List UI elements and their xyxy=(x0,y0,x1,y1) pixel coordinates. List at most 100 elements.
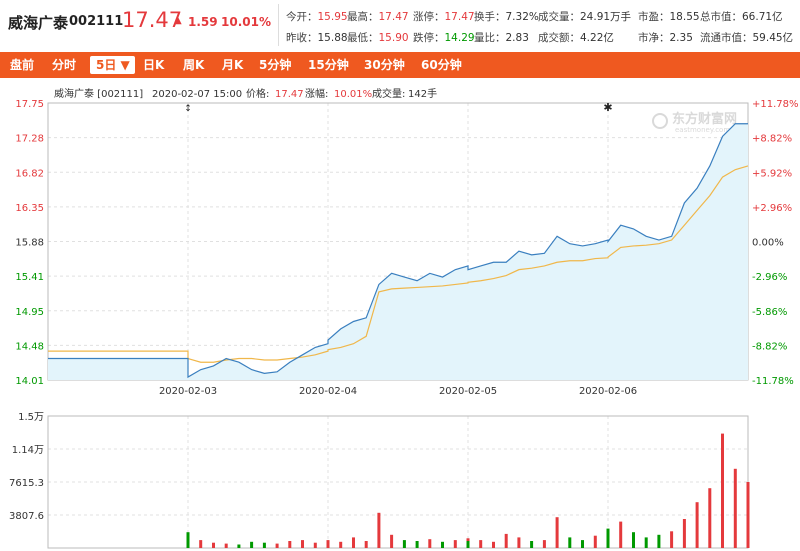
volume-bar xyxy=(479,540,483,548)
tab-30min[interactable]: 30分钟 xyxy=(364,58,405,72)
quote-pb: 市净：2.35 xyxy=(638,32,693,44)
info-pct: 10.01% xyxy=(334,89,372,100)
volume-bar xyxy=(339,541,343,548)
y-tick-left: 14.48 xyxy=(15,341,44,352)
tab-monthly-k[interactable]: 月K xyxy=(222,58,244,72)
x-tick: 2020-02-06 xyxy=(579,386,637,397)
volume-bar xyxy=(402,540,406,548)
volume-bar xyxy=(530,541,534,548)
volume-bar xyxy=(606,528,610,548)
info-stock: 威海广泰 [002111] xyxy=(54,87,143,100)
stock-price: 17.47 xyxy=(122,8,183,32)
tab-daily-k[interactable]: 日K xyxy=(143,58,165,72)
quote-amount: 成交额：4.22亿 xyxy=(538,32,614,44)
volume-bar xyxy=(237,544,241,548)
tab-intraday[interactable]: 分时 xyxy=(52,58,77,72)
y-tick-right: +2.96% xyxy=(752,203,792,214)
y-tick-right: -11.78% xyxy=(752,376,794,387)
x-tick: 2020-02-04 xyxy=(299,386,357,397)
volume-bar xyxy=(212,542,215,548)
volume-bar xyxy=(733,468,737,548)
price-chart[interactable]: 威海广泰 [002111] 2020-02-07 15:00 价格: 17.47… xyxy=(0,85,800,400)
quote-volume: 成交量：24.91万手 xyxy=(538,11,632,23)
watermark-en: eastmoney.com xyxy=(675,126,730,134)
tab-15min[interactable]: 15分钟 xyxy=(308,58,349,72)
eastmoney-logo-icon xyxy=(652,113,668,129)
volume-bar xyxy=(746,482,750,548)
volume-bar xyxy=(721,433,724,548)
info-vol-label: 成交量: xyxy=(372,87,405,100)
stock-change: 1.59 xyxy=(188,15,218,29)
avg-price-line xyxy=(48,165,749,363)
y-tick-right: -5.86% xyxy=(752,307,787,318)
y-tick-left: 15.88 xyxy=(15,238,44,249)
y-tick-right: +11.78% xyxy=(752,99,799,110)
volume-bar xyxy=(466,541,470,548)
tab-five-day-label: 5日 xyxy=(96,58,117,72)
quote-high: 最高：17.47 xyxy=(347,11,409,23)
quote-market-cap: 总市值：66.71亿 xyxy=(700,11,783,23)
chart-info-line: 威海广泰 [002111] 2020-02-07 15:00 价格: 17.47… xyxy=(54,87,437,100)
stock-change-pct: 10.01% xyxy=(221,15,271,29)
watermark-cn: 东方财富网 xyxy=(672,111,737,127)
volume-bar xyxy=(301,540,304,548)
chevron-down-icon: ▼ xyxy=(120,58,130,72)
stock-name: 威海广泰 xyxy=(8,14,69,32)
y-tick-left: 14.01 xyxy=(15,376,44,387)
header-divider xyxy=(278,4,279,46)
y-tick-right: -8.82% xyxy=(752,341,787,352)
x-axis: 2020-02-03 2020-02-04 2020-02-05 2020-02-06 xyxy=(159,386,637,397)
info-price: 17.47 xyxy=(275,89,304,100)
volume-bar xyxy=(542,540,546,548)
volume-bar xyxy=(377,512,381,548)
watermark-logo: 东方财富网 eastmoney.com xyxy=(652,111,737,134)
stock-code: 002111 xyxy=(69,14,124,29)
volume-bar xyxy=(568,537,572,548)
tab-weekly-k[interactable]: 周K xyxy=(183,58,205,72)
quote-volume-ratio: 量比：2.83 xyxy=(474,32,529,44)
volume-bar xyxy=(492,541,495,548)
volume-bar xyxy=(224,543,228,548)
y-tick-left: 17.75 xyxy=(15,99,44,110)
volume-bar xyxy=(504,533,508,548)
volume-bar xyxy=(682,519,686,548)
volume-y-tick: 3807.6 xyxy=(9,511,44,522)
price-line xyxy=(48,123,748,379)
volume-grid xyxy=(48,416,748,548)
info-pct-label: 涨幅: xyxy=(305,87,328,100)
volume-bar xyxy=(262,542,266,548)
volume-y-axis: 1.5万 1.14万 7615.3 3807.6 xyxy=(9,412,44,522)
quote-float-cap: 流通市值：59.45亿 xyxy=(700,32,794,44)
volume-bar xyxy=(657,534,661,548)
x-tick: 2020-02-03 xyxy=(159,386,217,397)
volume-bar xyxy=(670,531,674,548)
tab-60min[interactable]: 60分钟 xyxy=(421,58,462,72)
y-axis-right: +11.78% +8.82% +5.92% +2.96% 0.00% -2.96% -5.8… xyxy=(752,99,799,387)
volume-bar xyxy=(313,542,317,548)
volume-bar xyxy=(632,532,635,548)
volume-bar xyxy=(555,517,559,548)
volume-bar xyxy=(441,541,444,548)
volume-bar xyxy=(644,537,648,548)
info-datetime: 2020-02-07 15:00 xyxy=(152,89,242,100)
quote-limit-up: 涨停：17.47 xyxy=(413,11,475,23)
price-area-fill xyxy=(48,123,748,380)
info-price-label: 价格: xyxy=(246,87,269,100)
y-tick-right: -2.96% xyxy=(752,272,787,283)
price-lines xyxy=(48,123,749,379)
volume-bar xyxy=(326,540,330,548)
volume-bar xyxy=(415,541,419,548)
quote-open: 今开：15.95 xyxy=(286,11,348,23)
tab-premarket[interactable]: 盘前 xyxy=(10,58,35,72)
tab-five-day[interactable]: 5日 ▼ xyxy=(90,56,135,74)
volume-bar xyxy=(428,539,432,548)
y-tick-left: 16.82 xyxy=(15,168,44,179)
quote-turnover: 换手：7.32% xyxy=(474,11,539,23)
volume-bar xyxy=(517,537,521,548)
event-star-icon: ✱ xyxy=(603,101,612,114)
quote-limit-down: 跌停：14.29 xyxy=(413,32,475,44)
volume-chart[interactable]: 1.5万 1.14万 7615.3 3807.6 xyxy=(0,408,800,551)
tab-5min[interactable]: 5分钟 xyxy=(259,58,292,72)
y-tick-left: 17.28 xyxy=(15,134,44,145)
price-area xyxy=(48,123,748,380)
